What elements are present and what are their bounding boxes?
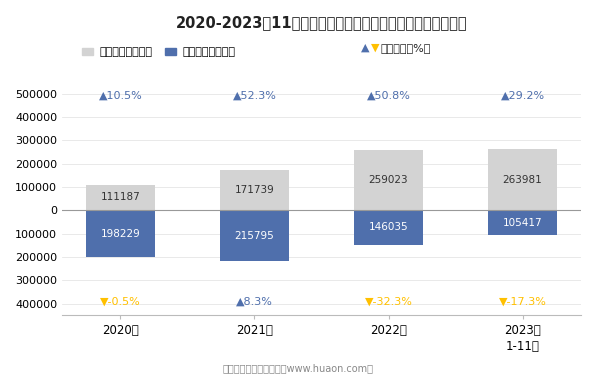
Text: ▼: ▼ xyxy=(371,43,379,53)
Legend: 出口额（万美元）, 进口额（万美元）: 出口额（万美元）, 进口额（万美元） xyxy=(78,43,240,62)
Bar xyxy=(86,210,156,257)
Text: 制图：华经产业研究院（www.huaon.com）: 制图：华经产业研究院（www.huaon.com） xyxy=(222,363,374,373)
Text: 263981: 263981 xyxy=(502,175,542,184)
Bar xyxy=(219,210,289,261)
Text: ▲: ▲ xyxy=(361,43,369,53)
Bar xyxy=(353,150,423,210)
Text: 215795: 215795 xyxy=(235,231,274,241)
Text: ▼-17.3%: ▼-17.3% xyxy=(499,297,547,306)
Text: 171739: 171739 xyxy=(235,185,274,195)
Text: 同比增长（%）: 同比增长（%） xyxy=(380,43,431,53)
Text: ▼-0.5%: ▼-0.5% xyxy=(100,297,141,306)
Text: 259023: 259023 xyxy=(369,175,408,185)
Text: 198229: 198229 xyxy=(101,229,140,238)
Text: 111187: 111187 xyxy=(101,192,140,202)
Bar xyxy=(86,184,156,210)
Text: ▲10.5%: ▲10.5% xyxy=(98,91,142,101)
Text: ▲8.3%: ▲8.3% xyxy=(236,297,273,306)
Text: ▲52.3%: ▲52.3% xyxy=(232,91,277,101)
Bar xyxy=(488,210,557,235)
Bar xyxy=(488,149,557,210)
Text: 105417: 105417 xyxy=(503,218,542,228)
Text: ▲50.8%: ▲50.8% xyxy=(367,91,411,101)
Text: ▼-32.3%: ▼-32.3% xyxy=(365,297,412,306)
Bar xyxy=(353,210,423,244)
Bar xyxy=(219,170,289,210)
Text: ▲29.2%: ▲29.2% xyxy=(501,91,545,101)
Text: 146035: 146035 xyxy=(369,222,408,232)
Title: 2020-2023年11月绵阳市商品收发货人所在地进、出口额统计: 2020-2023年11月绵阳市商品收发货人所在地进、出口额统计 xyxy=(176,15,467,30)
